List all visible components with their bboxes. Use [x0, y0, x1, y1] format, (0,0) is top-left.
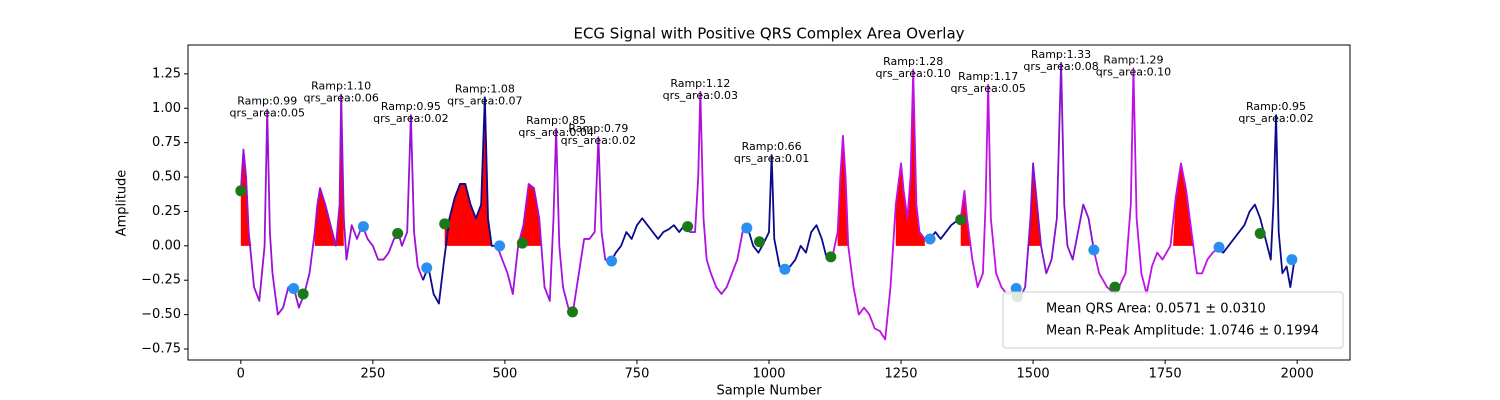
peak-annotation: Ramp:0.95	[381, 100, 441, 113]
peak-annotation: Ramp:0.79	[568, 122, 628, 135]
x-tick-label: 1000	[752, 367, 785, 382]
x-tick-label: 750	[625, 367, 650, 382]
y-tick-label: 1.00	[152, 101, 181, 116]
peak-marker	[297, 288, 309, 300]
peak-annotation: qrs_area:0.05	[229, 107, 304, 120]
peak-annotation: qrs_area:0.01	[734, 152, 809, 165]
x-tick-label: 1250	[884, 367, 917, 382]
ecg-line	[1019, 61, 1095, 299]
qrs-area	[837, 135, 849, 246]
x-tick-label: 250	[360, 367, 385, 382]
x-tick-label: 1500	[1017, 367, 1050, 382]
peak-annotation: Ramp:0.95	[1246, 100, 1306, 113]
y-tick-label: 0.00	[152, 238, 181, 253]
peak-annotation: qrs_area:0.02	[373, 112, 448, 125]
peak-marker	[1213, 241, 1225, 253]
peak-annotation: Ramp:1.17	[958, 70, 1018, 83]
peak-marker	[1109, 281, 1121, 293]
peak-annotation: qrs_area:0.10	[875, 67, 950, 80]
peak-marker	[357, 221, 369, 233]
peak-annotation: Ramp:0.85	[526, 114, 586, 127]
peak-marker	[567, 306, 579, 318]
peak-marker	[741, 222, 753, 234]
peak-annotation: Ramp:1.29	[1103, 53, 1163, 66]
peak-marker	[1286, 254, 1298, 266]
peak-marker	[392, 227, 404, 239]
peak-annotation: qrs_area:0.02	[561, 134, 636, 147]
peak-marker	[779, 263, 791, 275]
peak-marker	[1088, 244, 1100, 256]
ecg-line	[239, 93, 424, 316]
peak-annotation: qrs_area:0.10	[1096, 65, 1171, 78]
peak-annotation: Ramp:1.08	[455, 82, 515, 95]
peak-marker	[494, 240, 506, 252]
y-tick-label: 0.25	[152, 204, 181, 219]
plot	[235, 61, 1298, 341]
ecg-line	[422, 96, 497, 305]
legend-entry: Mean R-Peak Amplitude: 1.0746 ± 0.1994	[1046, 324, 1319, 339]
peak-marker	[288, 282, 300, 294]
y-tick-label: −0.25	[141, 273, 181, 288]
peak-annotation: qrs_area:0.04	[518, 126, 593, 139]
peak-marker	[516, 237, 528, 249]
y-tick-label: 0.75	[152, 135, 181, 150]
qrs-area	[314, 94, 344, 246]
peak-marker	[825, 251, 837, 263]
x-tick-label: 1750	[1149, 367, 1182, 382]
peak-annotation: qrs_area:0.05	[950, 82, 1025, 95]
peak-annotation: Ramp:1.28	[883, 55, 943, 68]
legend-box	[1002, 291, 1344, 349]
peak-marker	[235, 185, 247, 197]
peak-annotation: qrs_area:0.03	[663, 89, 738, 102]
y-axis-label: Amplitude	[115, 170, 130, 237]
x-axis-label: Sample Number	[716, 384, 822, 399]
legend-entry: Mean QRS Area: 0.0571 ± 0.0310	[1046, 302, 1266, 317]
qrs-area	[1027, 163, 1042, 246]
ecg-line	[609, 217, 691, 263]
x-tick-label: 2000	[1281, 367, 1314, 382]
peak-marker	[1010, 282, 1022, 294]
y-tick-label: −0.50	[141, 307, 181, 322]
peak-marker	[606, 255, 618, 267]
y-tick-label: 0.50	[152, 170, 181, 185]
peak-annotation: Ramp:1.33	[1031, 48, 1091, 61]
peak-annotation: qrs_area:0.08	[1023, 60, 1098, 73]
y-tick-label: 1.25	[152, 66, 181, 81]
peak-marker	[924, 233, 936, 245]
chart-title: ECG Signal with Positive QRS Complex Are…	[573, 25, 964, 43]
x-tick-label: 500	[492, 367, 517, 382]
qrs-area	[518, 183, 542, 246]
peak-annotation: qrs_area:0.02	[1238, 112, 1313, 125]
peak-marker	[421, 262, 433, 274]
peak-marker	[439, 218, 451, 230]
peak-marker	[955, 214, 967, 226]
qrs-area	[240, 149, 252, 246]
y-tick-label: −0.75	[141, 341, 181, 356]
peak-annotation: Ramp:0.99	[237, 95, 297, 108]
qrs-area	[895, 69, 925, 246]
peak-marker	[1254, 227, 1266, 239]
ecg-line	[831, 68, 931, 341]
peak-annotation: Ramp:1.12	[670, 77, 730, 90]
x-tick-label: 0	[237, 367, 245, 382]
peak-marker	[753, 236, 765, 248]
peak-marker	[682, 221, 694, 233]
peak-annotation: qrs_area:0.07	[447, 94, 522, 107]
peak-annotation: Ramp:0.66	[742, 140, 802, 153]
peak-annotation: qrs_area:0.06	[303, 92, 378, 105]
ecg-line	[689, 90, 749, 295]
peak-annotation: Ramp:1.10	[311, 80, 371, 93]
